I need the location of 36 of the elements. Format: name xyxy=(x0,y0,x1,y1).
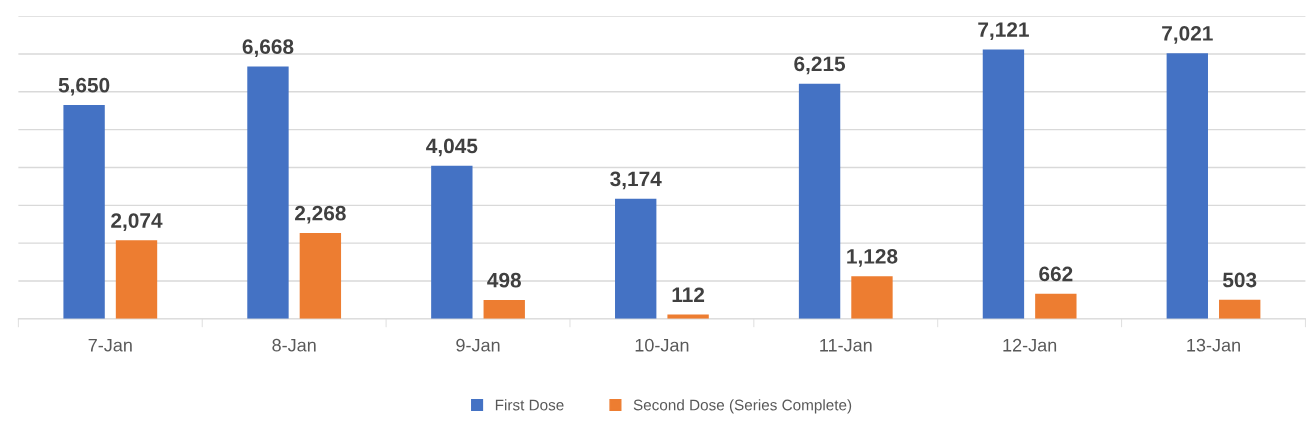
bar xyxy=(299,233,342,319)
bar xyxy=(1035,293,1077,319)
bar xyxy=(982,49,1025,319)
bar xyxy=(615,198,657,319)
data-label: 6,215 xyxy=(794,56,846,75)
data-label: 4,045 xyxy=(426,138,478,157)
x-tick-label: 13-Jan xyxy=(1187,338,1240,352)
data-label: 7,021 xyxy=(1162,25,1213,44)
data-label: 2,074 xyxy=(111,213,163,231)
bar xyxy=(431,165,473,319)
x-tick-label: 10-Jan xyxy=(635,338,689,352)
bar xyxy=(1219,299,1261,319)
x-tick-label: 9-Jan xyxy=(456,338,500,352)
bar xyxy=(798,83,841,319)
data-label: 3,174 xyxy=(610,171,662,190)
bar xyxy=(1166,53,1208,319)
legend-label: Second Dose (Series Complete) xyxy=(633,399,852,414)
x-tick-label: 7-Jan xyxy=(88,338,132,352)
bar xyxy=(115,240,158,319)
x-tick-label: 12-Jan xyxy=(1003,338,1057,352)
legend-label: First Dose xyxy=(495,399,564,411)
bar xyxy=(483,300,525,319)
data-label: 1,128 xyxy=(847,248,898,267)
bar xyxy=(63,105,105,319)
data-label: 7,121 xyxy=(978,22,1029,40)
x-tick-label: 8-Jan xyxy=(272,338,316,352)
data-label: 6,668 xyxy=(242,39,294,58)
data-label: 503 xyxy=(1222,272,1257,288)
data-label: 112 xyxy=(672,287,705,302)
data-label: 2,268 xyxy=(295,205,346,224)
bar xyxy=(851,276,893,319)
data-label: 5,650 xyxy=(58,77,110,96)
bar xyxy=(247,66,289,319)
data-label: 498 xyxy=(487,272,521,288)
data-label: 662 xyxy=(1039,266,1073,282)
x-tick-label: 11-Jan xyxy=(820,338,872,352)
